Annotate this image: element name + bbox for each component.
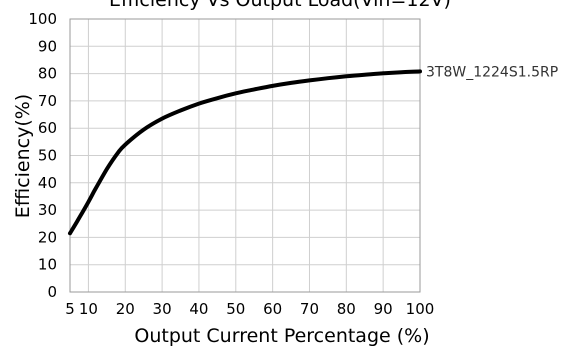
x-tick-label: 30 [153,300,172,318]
y-tick-label: 50 [38,147,57,165]
y-tick-label: 80 [38,65,57,83]
y-axis-title: Efficiency(%) [12,94,34,218]
x-tick-label: 5 [65,300,75,318]
x-tick-label: 10 [79,300,98,318]
x-tick-label: 90 [374,300,393,318]
x-tick-label: 20 [116,300,135,318]
grid [69,18,421,293]
x-axis-title: Output Current Percentage (%) [134,325,429,347]
plot-frame [69,18,421,293]
y-tick-label: 20 [38,228,57,246]
y-tick-label: 30 [38,201,57,219]
x-tick-label: 50 [226,300,245,318]
series: 3T8W_1224S1.5RP [68,64,558,236]
x-tick-label: 40 [189,300,208,318]
series-label: 3T8W_1224S1.5RP [426,64,558,80]
y-tick-labels: 0 10 20 30 40 50 60 70 80 90 100 [28,10,57,301]
x-tick-labels: 5 10 20 30 40 50 60 70 80 90 100 [65,300,434,318]
x-tick-label: 80 [337,300,356,318]
series-line [68,69,422,236]
y-tick-label: 90 [38,37,57,55]
y-tick-label: 0 [47,283,57,301]
x-tick-label: 70 [300,300,319,318]
y-tick-label: 60 [38,119,57,137]
y-tick-label: 100 [28,10,57,28]
y-tick-label: 40 [38,174,57,192]
chart-title: Efficiency Vs Output Load(Vin=12V) [109,0,451,11]
x-tick-label: 60 [263,300,282,318]
y-tick-label: 70 [38,92,57,110]
x-tick-label: 100 [406,300,435,318]
y-tick-label: 10 [38,256,57,274]
